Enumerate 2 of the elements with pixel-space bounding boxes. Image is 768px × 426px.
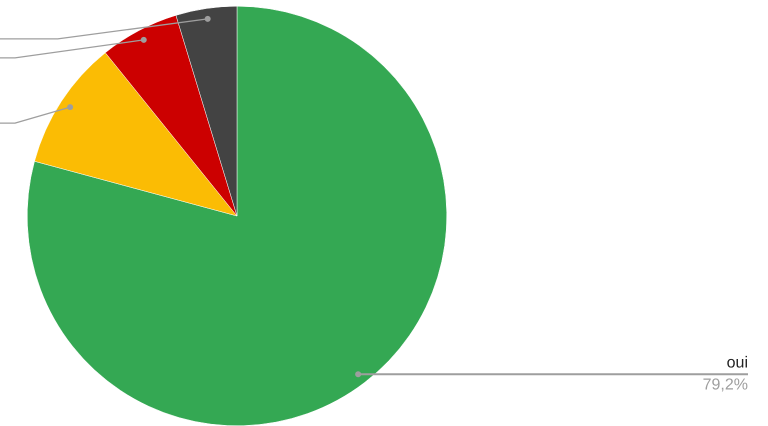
slice-label: oui bbox=[726, 354, 748, 372]
data-label: 79,2% bbox=[702, 376, 748, 394]
